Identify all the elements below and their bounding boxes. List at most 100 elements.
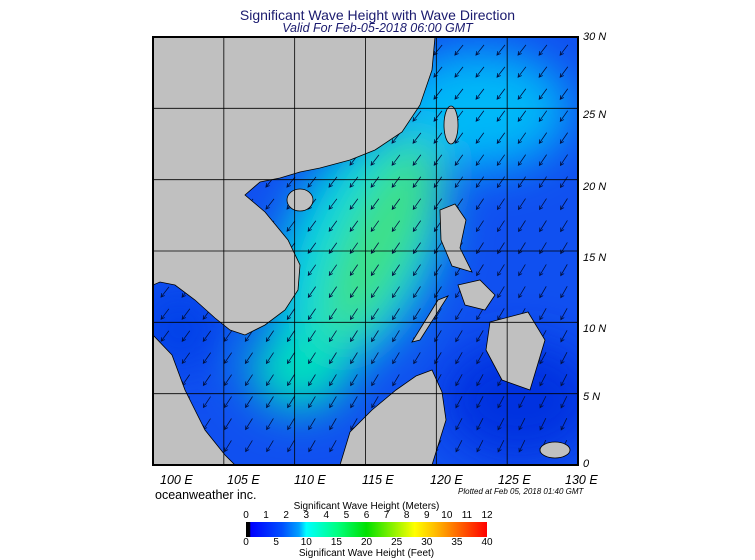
wave-arrow bbox=[202, 374, 211, 387]
wave-arrow bbox=[497, 264, 505, 277]
wave-arrow bbox=[308, 352, 316, 365]
malay-peninsula bbox=[153, 334, 236, 465]
wave-arrow bbox=[496, 88, 506, 100]
wave-arrow bbox=[455, 352, 463, 365]
wave-arrow bbox=[307, 330, 316, 343]
lon-label: 130 E bbox=[565, 473, 598, 487]
wave-arrow bbox=[328, 308, 337, 321]
wave-arrow bbox=[538, 66, 548, 78]
lat-label: 15 N bbox=[583, 252, 607, 264]
wave-arrow bbox=[476, 352, 484, 365]
colorbar-tick: 9 bbox=[423, 510, 430, 521]
wave-arrow bbox=[455, 440, 463, 453]
wave-arrow bbox=[307, 220, 317, 232]
wave-arrow bbox=[329, 352, 337, 365]
colorbar bbox=[246, 522, 487, 537]
wave-arrow bbox=[496, 110, 506, 122]
colorbar-tick: 5 bbox=[273, 537, 279, 548]
wave-arrow bbox=[559, 132, 568, 145]
wave-arrow bbox=[560, 264, 568, 277]
wave-arrow bbox=[539, 352, 547, 365]
wave-arrow bbox=[412, 132, 422, 144]
lat-label: 5 N bbox=[583, 391, 601, 403]
wave-arrow bbox=[538, 176, 547, 189]
wave-arrow bbox=[370, 286, 379, 299]
wave-arrow bbox=[475, 154, 485, 166]
wave-arrow bbox=[475, 198, 484, 211]
colorbar-tick: 10 bbox=[441, 510, 453, 521]
wave-arrow bbox=[287, 396, 295, 409]
wave-arrow bbox=[560, 395, 568, 409]
wave-arrow bbox=[392, 374, 400, 387]
wave-arrow bbox=[350, 352, 358, 365]
wave-arrow bbox=[350, 374, 358, 387]
wave-arrow bbox=[560, 352, 568, 365]
wave-arrow bbox=[308, 374, 316, 387]
wave-arrow bbox=[265, 330, 274, 343]
wave-arrow bbox=[307, 264, 317, 276]
wave-arrow bbox=[496, 66, 506, 78]
wave-arrow bbox=[475, 220, 484, 233]
colorbar-tick: 11 bbox=[461, 510, 473, 521]
wave-arrow bbox=[476, 308, 484, 321]
wave-arrow bbox=[497, 396, 505, 409]
wave-arrow bbox=[455, 308, 463, 321]
wave-arrow bbox=[454, 88, 464, 100]
wave-arrow bbox=[539, 198, 547, 211]
wave-arrow bbox=[286, 308, 296, 321]
wave-arrow bbox=[349, 176, 359, 188]
wave-arrow bbox=[434, 330, 442, 343]
colorbar-tick: 35 bbox=[451, 537, 463, 548]
wave-arrow bbox=[539, 374, 547, 387]
wave-arrow bbox=[475, 132, 485, 144]
colorbar-tick: 2 bbox=[283, 510, 289, 521]
wave-arrow bbox=[245, 396, 253, 409]
wave-arrow bbox=[370, 154, 380, 166]
wave-arrow bbox=[391, 154, 401, 166]
wave-arrow bbox=[518, 264, 526, 277]
wave-arrow bbox=[559, 154, 568, 167]
wave-arrow bbox=[265, 198, 275, 210]
wave-arrow bbox=[350, 418, 358, 431]
wave-arrow bbox=[560, 220, 568, 233]
wave-arrow bbox=[559, 110, 569, 123]
sulawesi-tip bbox=[539, 441, 571, 459]
colorbar-tick: 0 bbox=[243, 537, 249, 548]
colorbar-tick: 1 bbox=[263, 510, 269, 521]
lon-label: 100 E bbox=[160, 473, 193, 487]
wave-arrow bbox=[539, 308, 547, 321]
hainan bbox=[286, 188, 314, 212]
taiwan bbox=[443, 105, 459, 145]
lat-label: 30 N bbox=[583, 31, 607, 43]
wave-arrow bbox=[371, 374, 379, 387]
wave-arrow bbox=[517, 132, 527, 144]
wave-arrow bbox=[454, 44, 464, 56]
colorbar-tick: 3 bbox=[303, 510, 310, 521]
wave-arrow bbox=[223, 374, 232, 387]
wave-arrow bbox=[517, 176, 526, 189]
wave-arrow bbox=[370, 220, 380, 232]
wave-arrow bbox=[202, 330, 212, 342]
wave-arrow bbox=[454, 132, 464, 144]
wave-arrow bbox=[370, 264, 379, 277]
wave-arrow bbox=[497, 220, 505, 233]
wave-arrow bbox=[349, 308, 358, 321]
wave-arrow bbox=[371, 352, 379, 365]
wave-arrow bbox=[475, 88, 485, 100]
lon-label: 125 E bbox=[498, 473, 531, 487]
wave-arrow bbox=[455, 418, 463, 431]
wave-arrow bbox=[434, 286, 442, 299]
wave-arrow bbox=[560, 198, 568, 211]
brand-label: oceanweather inc. bbox=[155, 488, 257, 502]
wave-arrow bbox=[517, 66, 527, 78]
wave-height-field bbox=[153, 50, 578, 460]
wave-arrow bbox=[539, 220, 547, 233]
wave-arrow bbox=[307, 308, 316, 321]
wave-arrow bbox=[328, 198, 338, 210]
wave-arrow bbox=[517, 44, 527, 56]
wave-arrow bbox=[476, 418, 484, 431]
wave-arrow bbox=[497, 439, 505, 453]
wave-arrow bbox=[559, 66, 569, 78]
colorbar-tick: 6 bbox=[363, 510, 370, 521]
